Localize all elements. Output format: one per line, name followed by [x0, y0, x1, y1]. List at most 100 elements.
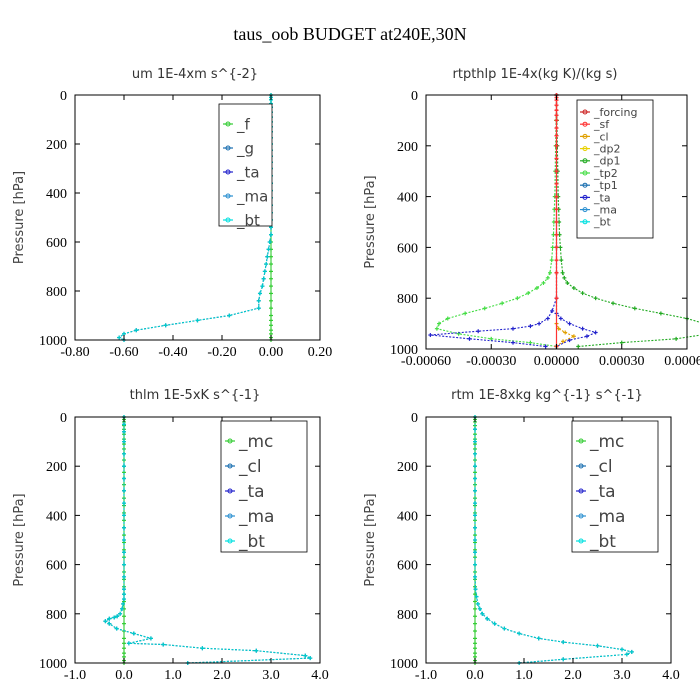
y-tick-label: 1000: [39, 334, 67, 349]
panel-title: um 1E-4xm s^{-2}: [132, 67, 258, 82]
legend-marker-dot: [225, 169, 231, 175]
y-tick-label: 800: [397, 292, 418, 307]
legend-label: _ta: [236, 163, 260, 182]
y-tick-label: 0: [60, 89, 67, 104]
legend-marker-dot: [225, 217, 231, 223]
legend-box: [571, 420, 659, 553]
legend-label: _bt: [238, 532, 265, 552]
panel-2: rtpthlp 1E-4x(kg K)/(kg s) Pressure [hPa]…: [363, 67, 700, 369]
legend-label: _ta: [593, 191, 611, 204]
legend-marker-dot: [227, 538, 233, 544]
x-tick-label: -0.60: [109, 345, 138, 360]
legend-label: _ma: [236, 187, 268, 206]
x-tick-label: -0.40: [158, 345, 187, 360]
legend-label: _ma: [238, 507, 274, 527]
legend-label: _forcing: [593, 106, 637, 119]
legend-marker-dot: [227, 438, 233, 444]
legend-marker-dot: [578, 513, 584, 519]
x-tick-label: 0.20: [308, 345, 333, 360]
legend-marker-dot: [582, 170, 588, 176]
legend-box: [220, 420, 308, 553]
legend-label: _bt: [236, 211, 260, 230]
legend-label: _cl: [593, 130, 609, 143]
x-tick-label: 3.0: [262, 668, 280, 683]
legend-marker-dot: [227, 513, 233, 519]
legend-label: _ta: [238, 482, 265, 502]
legend-marker-dot: [582, 109, 588, 115]
x-tick-label: 4.0: [311, 668, 329, 683]
y-tick-label: 800: [397, 608, 418, 623]
y-tick-label: 1000: [39, 657, 67, 672]
y-tick-label: 800: [46, 285, 67, 300]
legend-label: _ta: [589, 482, 616, 502]
y-tick-label: 800: [46, 608, 67, 623]
y-tick-label: 1000: [390, 343, 418, 358]
legend-label: _mc: [238, 432, 273, 452]
legend-label: _g: [236, 139, 254, 158]
legend-label: _dp1: [593, 155, 620, 168]
legend-marker-dot: [582, 219, 588, 225]
legend-label: _tp1: [593, 179, 618, 192]
plot-frame: [74, 94, 321, 341]
legend-label: _sf: [593, 118, 610, 131]
x-tick-label: -0.20: [207, 345, 236, 360]
y-tick-label: 600: [46, 559, 67, 574]
x-tick-label: -0.00060: [401, 354, 451, 369]
x-tick-label: -1.0: [64, 668, 86, 683]
legend-label: _bt: [589, 532, 616, 552]
y-tick-label: 600: [397, 559, 418, 574]
legend-marker-dot: [582, 207, 588, 213]
panels: um 1E-4xm s^{-2} Pressure [hPa] -0.80 -0.60…: [12, 67, 700, 683]
legend-label: _f: [236, 115, 251, 134]
y-tick-label: 400: [46, 187, 67, 202]
y-tick-label: 400: [46, 509, 67, 524]
x-tick-label: 0.00060: [664, 354, 700, 369]
x-tick-label: 2.0: [564, 668, 582, 683]
legend-marker-dot: [582, 158, 588, 164]
plot-frame: [74, 416, 321, 664]
x-tick-label: 0.00: [259, 345, 284, 360]
legend-marker-dot: [582, 133, 588, 139]
x-tick-label: -0.80: [60, 345, 89, 360]
legend-marker-dot: [578, 438, 584, 444]
series-line-dp1: [555, 94, 700, 348]
legend-marker-dot: [582, 121, 588, 127]
legend-label: _ma: [593, 203, 617, 216]
y-axis-label: Pressure [hPa]: [363, 493, 378, 586]
series-line-bt: [104, 417, 313, 664]
y-axis-label: Pressure [hPa]: [363, 175, 378, 268]
x-tick-label: 1.0: [164, 668, 182, 683]
y-tick-label: 200: [397, 460, 418, 475]
y-tick-label: 0: [411, 89, 418, 104]
legend-label: _tp2: [593, 167, 618, 180]
legend-marker-dot: [227, 488, 233, 494]
legend-marker-dot: [578, 488, 584, 494]
legend-marker-dot: [582, 194, 588, 200]
panel-title: thlm 1E-5xK s^{-1}: [130, 388, 261, 403]
panel-title: rtpthlp 1E-4x(kg K)/(kg s): [453, 67, 618, 82]
series-line-tp1: [430, 95, 558, 348]
legend-box: [576, 99, 654, 239]
y-tick-label: 0: [411, 411, 418, 426]
y-tick-label: 200: [46, 460, 67, 475]
legend-label: _bt: [593, 216, 611, 229]
y-tick-label: 400: [397, 509, 418, 524]
y-tick-label: 600: [397, 241, 418, 256]
legend-marker-dot: [582, 146, 588, 152]
legend-marker-dot: [227, 463, 233, 469]
plot-frame: [425, 416, 672, 664]
x-tick-label: -0.00030: [466, 354, 516, 369]
y-tick-label: 200: [46, 138, 67, 153]
y-axis-label: Pressure [hPa]: [12, 493, 27, 586]
panel-title: rtm 1E-8xkg kg^{-1} s^{-1}: [451, 388, 643, 403]
x-tick-label: 2.0: [213, 668, 231, 683]
panel-4: rtm 1E-8xkg kg^{-1} s^{-1} Pressure [hPa]…: [363, 388, 680, 683]
x-tick-label: 4.0: [662, 668, 680, 683]
x-tick-label: 0.00000: [534, 354, 580, 369]
x-tick-label: 1.0: [515, 668, 533, 683]
x-tick-label: 3.0: [613, 668, 631, 683]
legend-label: _dp2: [593, 142, 620, 155]
x-tick-label: 0.00030: [599, 354, 645, 369]
x-tick-label: 0.0: [466, 668, 484, 683]
